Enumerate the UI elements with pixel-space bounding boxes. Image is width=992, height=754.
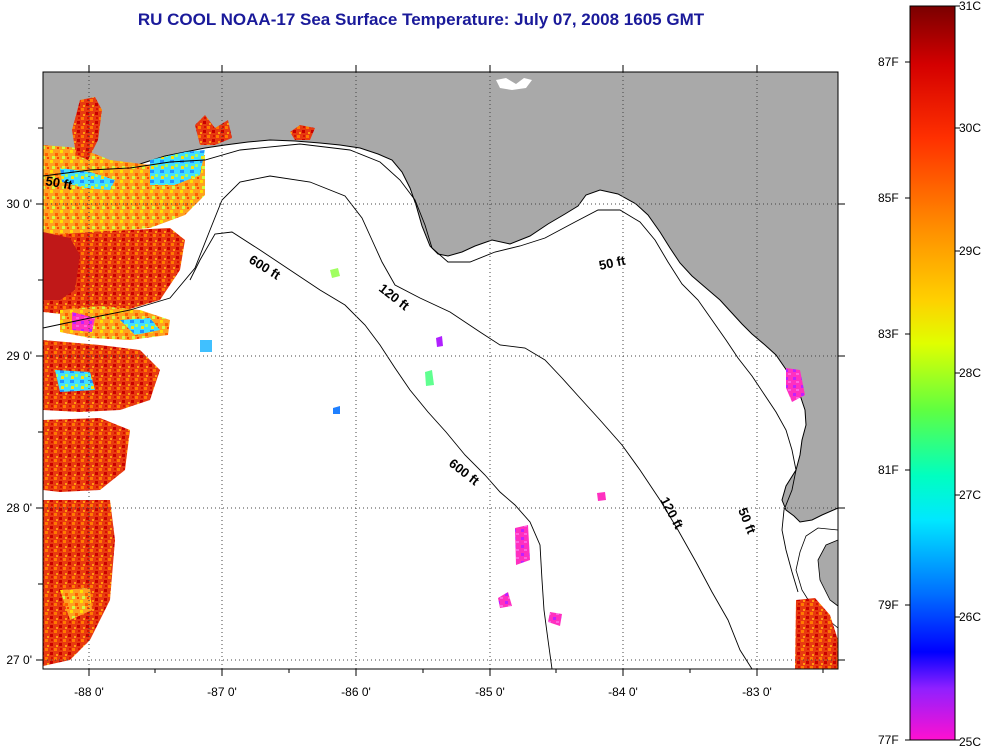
map-title: RU COOL NOAA-17 Sea Surface Temperature:… [137, 10, 705, 29]
lon-label-87: -87 0' [207, 685, 237, 699]
lon-label-86: -86 0' [341, 685, 371, 699]
bathymetry-contours [42, 143, 799, 670]
graticule [43, 72, 838, 669]
colorbar-f-77: 77F [878, 733, 899, 747]
lat-label-30: 30 0' [6, 197, 32, 211]
colorbar-c-30: 30C [959, 121, 981, 135]
colorbar-f-85: 85F [878, 191, 899, 205]
colorbar-c-28: 28C [959, 366, 981, 380]
colorbar-f-83: 83F [878, 327, 899, 341]
lon-label-88: -88 0' [74, 685, 104, 699]
colorbar-c-25: 25C [959, 735, 981, 749]
colorbar-c-31: 31C [959, 0, 981, 13]
lon-label-84: -84 0' [608, 685, 638, 699]
contour-50ft [42, 143, 799, 593]
colorbar-f-81: 81F [878, 463, 899, 477]
contour-120ft [42, 175, 753, 670]
colorbar-c-27: 27C [959, 488, 981, 502]
contour-600ft [189, 231, 553, 670]
lat-label-29: 29 0' [6, 349, 32, 363]
lon-label-85: -85 0' [475, 685, 505, 699]
colorbar-f-87: 87F [878, 55, 899, 69]
land-mass [42, 71, 839, 523]
sst-data-layer [43, 97, 838, 669]
colorbar-c-26: 26C [959, 610, 981, 624]
colorbar-gradient [909, 5, 956, 741]
colorbar-f-79: 79F [878, 598, 899, 612]
frame-ticks [36, 65, 845, 676]
contour-label-50ft-west: 50 ft [44, 173, 74, 193]
contour-label-50ft-east: 50 ft [598, 253, 628, 273]
temperature-colorbar: 31C 30C 29C 28C 27C 26C 25C 87F 85F 83F … [878, 0, 981, 749]
colorbar-c-29: 29C [959, 244, 981, 258]
lat-label-27: 27 0' [6, 653, 32, 667]
lon-label-83: -83 0' [742, 685, 772, 699]
lat-label-28: 28 0' [6, 501, 32, 515]
map-frame [42, 71, 839, 670]
